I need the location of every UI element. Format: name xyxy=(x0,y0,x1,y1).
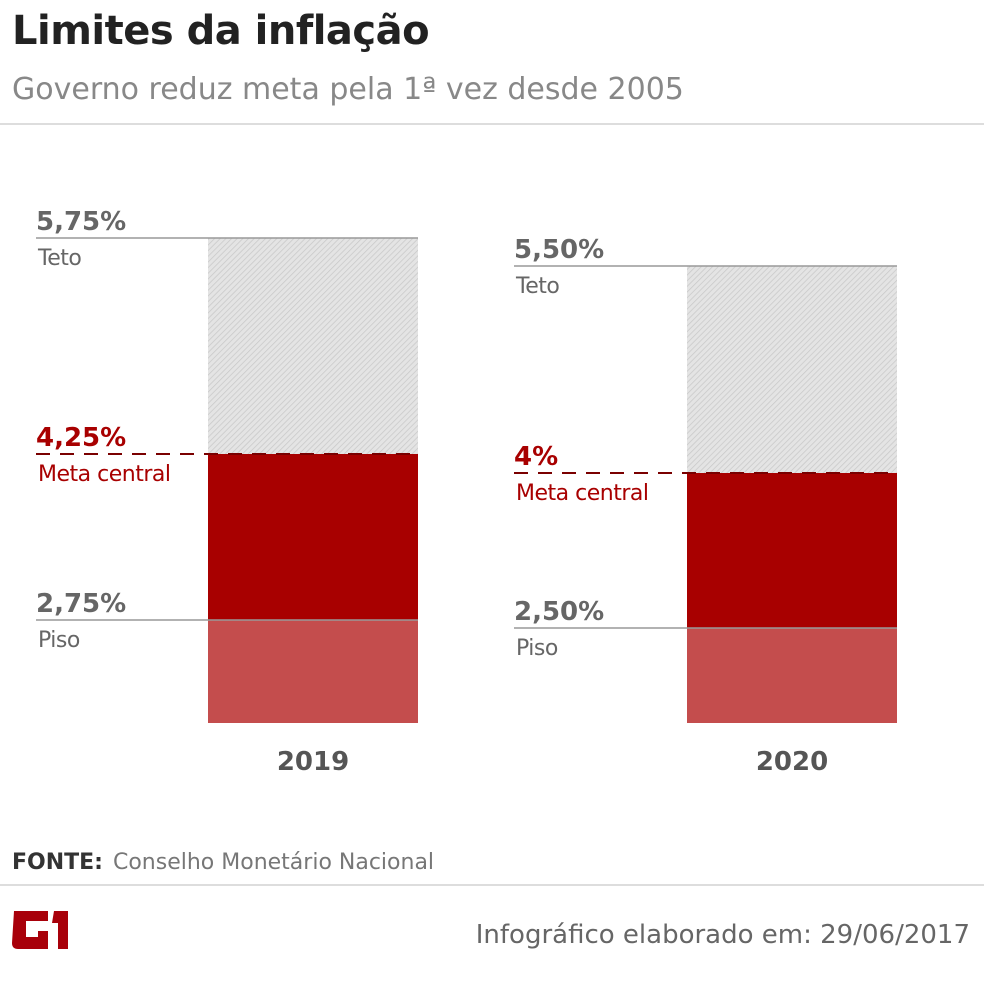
category-label: 2019 xyxy=(277,747,349,777)
value-label: 5,75% xyxy=(36,207,126,237)
series-label: Piso xyxy=(38,628,80,653)
value-label: 2,50% xyxy=(514,597,604,627)
bar-piso-2020 xyxy=(687,628,897,723)
source-label: FONTE: xyxy=(12,850,103,875)
divider xyxy=(0,123,984,125)
divider xyxy=(0,884,984,886)
bar-piso-2019 xyxy=(208,620,418,723)
source: FONTE: Conselho Monetário Nacional xyxy=(12,850,434,875)
series-label: Meta central xyxy=(38,462,170,487)
source-text: Conselho Monetário Nacional xyxy=(112,850,435,875)
series-label: Piso xyxy=(516,636,558,661)
bar-meta-2020 xyxy=(687,473,897,628)
value-label: 4,25% xyxy=(36,423,126,453)
subtitle: Governo reduz meta pela 1ª vez desde 200… xyxy=(12,72,684,107)
series-label: Teto xyxy=(515,274,559,299)
value-label: 4% xyxy=(514,442,558,472)
series-label: Meta central xyxy=(516,481,648,506)
value-label: 5,50% xyxy=(514,235,604,265)
g1-logo xyxy=(12,911,68,949)
credit: Infográfico elaborado em: 29/06/2017 xyxy=(475,920,970,950)
value-label: 2,75% xyxy=(36,589,126,619)
page-title: Limites da inflação xyxy=(12,8,430,54)
category-label: 2020 xyxy=(756,747,828,777)
bar-meta-2019 xyxy=(208,454,418,620)
series-label: Teto xyxy=(37,246,81,271)
chart: 5,75% Teto 4,25% Meta central 2,75% Piso 2019 5… xyxy=(36,207,897,777)
bar-teto-2020 xyxy=(687,266,897,473)
bar-teto-2019 xyxy=(208,238,418,454)
